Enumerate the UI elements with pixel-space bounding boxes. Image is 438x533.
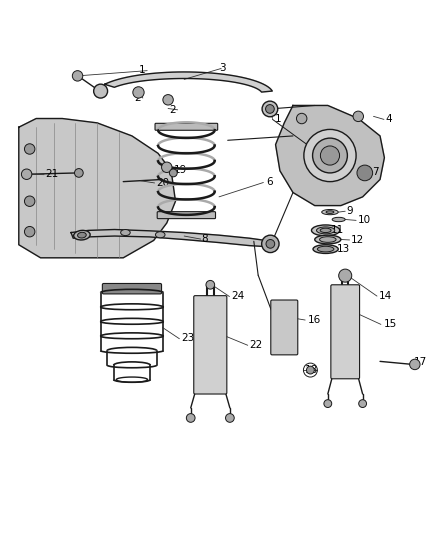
Text: 18: 18 bbox=[305, 365, 318, 375]
Text: 8: 8 bbox=[201, 234, 208, 244]
Text: 5: 5 bbox=[321, 140, 328, 150]
Circle shape bbox=[313, 138, 347, 173]
Ellipse shape bbox=[155, 232, 165, 238]
Text: 15: 15 bbox=[384, 319, 397, 329]
Polygon shape bbox=[71, 230, 271, 247]
Text: 20: 20 bbox=[156, 177, 170, 188]
Circle shape bbox=[266, 239, 275, 248]
Circle shape bbox=[163, 94, 173, 105]
Ellipse shape bbox=[326, 211, 334, 213]
FancyBboxPatch shape bbox=[194, 296, 227, 394]
Polygon shape bbox=[19, 118, 176, 258]
Circle shape bbox=[74, 168, 83, 177]
Polygon shape bbox=[276, 106, 385, 206]
Text: 22: 22 bbox=[250, 340, 263, 350]
Text: 4: 4 bbox=[385, 114, 392, 124]
Circle shape bbox=[94, 84, 108, 98]
Circle shape bbox=[206, 280, 215, 289]
Ellipse shape bbox=[320, 237, 336, 243]
Text: 9: 9 bbox=[346, 206, 353, 216]
Circle shape bbox=[186, 414, 195, 422]
Text: 7: 7 bbox=[372, 167, 379, 176]
Circle shape bbox=[324, 400, 332, 408]
Circle shape bbox=[226, 414, 234, 422]
Text: 11: 11 bbox=[330, 225, 344, 236]
Circle shape bbox=[265, 104, 274, 114]
Circle shape bbox=[410, 359, 420, 370]
Ellipse shape bbox=[311, 225, 340, 236]
Ellipse shape bbox=[313, 245, 338, 254]
Circle shape bbox=[162, 162, 172, 173]
Text: 2: 2 bbox=[134, 93, 141, 103]
Circle shape bbox=[297, 114, 307, 124]
Circle shape bbox=[25, 144, 35, 154]
Polygon shape bbox=[105, 72, 272, 92]
Text: 13: 13 bbox=[336, 244, 350, 254]
Circle shape bbox=[261, 235, 279, 253]
FancyBboxPatch shape bbox=[157, 212, 215, 219]
Ellipse shape bbox=[78, 232, 86, 238]
Circle shape bbox=[262, 101, 278, 117]
Text: 17: 17 bbox=[414, 357, 427, 367]
Text: 19: 19 bbox=[174, 165, 187, 175]
Text: 24: 24 bbox=[231, 291, 244, 301]
Ellipse shape bbox=[317, 227, 335, 234]
Circle shape bbox=[72, 71, 83, 81]
Text: 2: 2 bbox=[169, 105, 176, 115]
Text: 16: 16 bbox=[307, 314, 321, 325]
Ellipse shape bbox=[322, 209, 338, 215]
Circle shape bbox=[170, 169, 177, 177]
Circle shape bbox=[353, 111, 364, 122]
Ellipse shape bbox=[120, 230, 130, 236]
Circle shape bbox=[304, 130, 356, 182]
FancyBboxPatch shape bbox=[102, 284, 162, 294]
Circle shape bbox=[357, 165, 373, 181]
Ellipse shape bbox=[320, 228, 331, 232]
Text: 21: 21 bbox=[45, 169, 58, 179]
Circle shape bbox=[321, 146, 339, 165]
Text: 3: 3 bbox=[219, 62, 226, 72]
Text: 23: 23 bbox=[181, 333, 194, 343]
Text: 10: 10 bbox=[357, 215, 371, 225]
Ellipse shape bbox=[315, 235, 341, 244]
Circle shape bbox=[307, 366, 314, 374]
FancyBboxPatch shape bbox=[331, 285, 360, 379]
Circle shape bbox=[25, 196, 35, 206]
FancyBboxPatch shape bbox=[271, 300, 298, 355]
Text: 6: 6 bbox=[266, 176, 272, 187]
Ellipse shape bbox=[74, 230, 90, 240]
Circle shape bbox=[339, 269, 352, 282]
Ellipse shape bbox=[318, 246, 334, 252]
Circle shape bbox=[133, 87, 144, 98]
Ellipse shape bbox=[332, 217, 345, 222]
Circle shape bbox=[21, 169, 32, 180]
Text: 1: 1 bbox=[275, 114, 281, 124]
FancyBboxPatch shape bbox=[155, 123, 218, 130]
Circle shape bbox=[359, 400, 367, 408]
Text: 14: 14 bbox=[379, 290, 392, 301]
Text: 12: 12 bbox=[351, 235, 364, 245]
Circle shape bbox=[25, 227, 35, 237]
Text: 1: 1 bbox=[138, 65, 145, 75]
